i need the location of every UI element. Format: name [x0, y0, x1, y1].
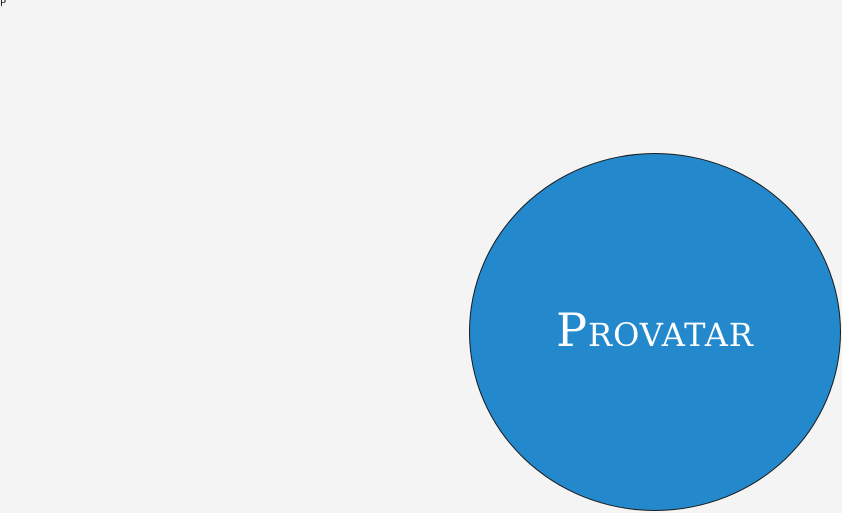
logo-circle: Provatar [469, 153, 841, 511]
logo-text: Provatar [556, 303, 754, 357]
corner-text: P [0, 0, 7, 9]
